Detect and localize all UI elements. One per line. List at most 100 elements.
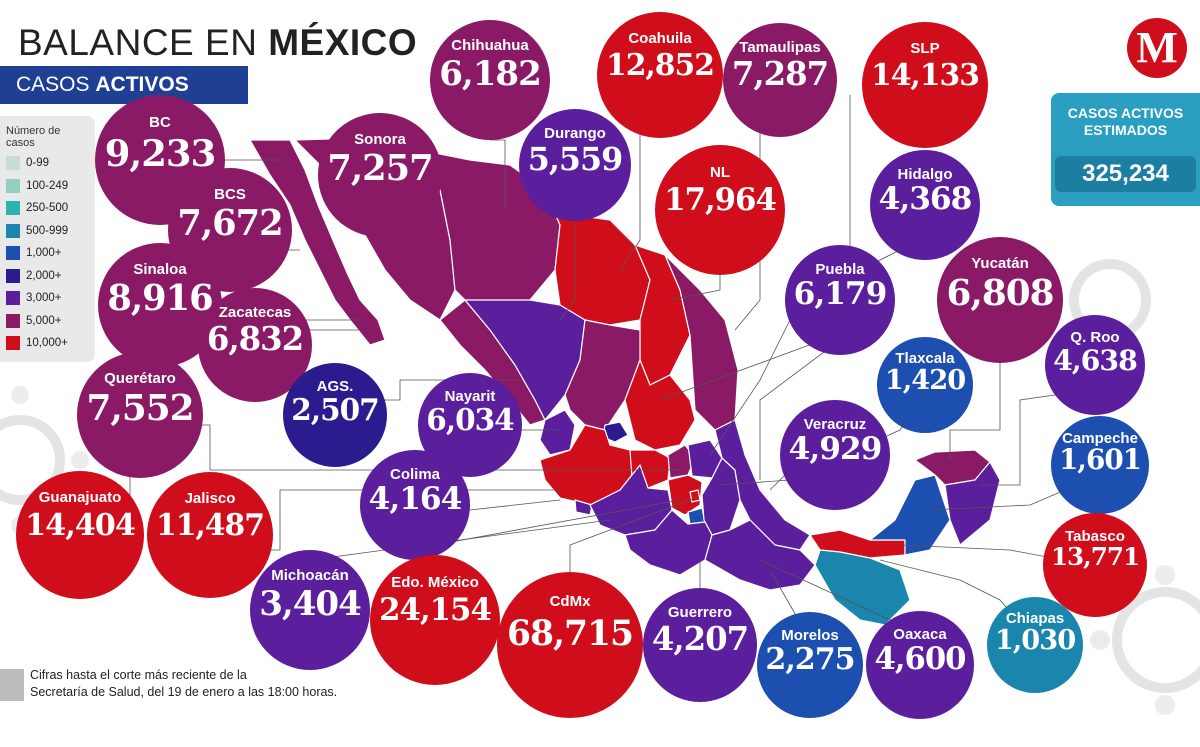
legend-item: 5,000+ (6, 313, 62, 328)
state-bubble: Yucatán 6,808 (937, 237, 1063, 363)
state-bubble: Querétaro 7,552 (77, 352, 203, 478)
state-name: Q. Roo (1070, 329, 1120, 346)
state-bubble: SLP 14,133 (862, 22, 988, 148)
legend-swatch (6, 336, 20, 350)
legend-swatch (6, 268, 20, 283)
state-bubble: Guanajuato 14,404 (16, 471, 144, 599)
state-value: 2,507 (291, 392, 379, 428)
state-value: 4,600 (874, 641, 967, 678)
legend-label: 0-99 (26, 157, 50, 169)
estimated-cases-label: CASOS ACTIVOS ESTIMADOS (1067, 105, 1184, 138)
state-name: NL (710, 163, 730, 181)
state-value: 4,207 (651, 620, 749, 659)
state-value: 6,182 (439, 54, 542, 95)
legend-title: Número de casos (6, 125, 61, 149)
state-bubble: Tabasco 13,771 (1043, 513, 1147, 617)
state-bubble: Michoacán 3,404 (250, 550, 370, 670)
state-value: 7,287 (731, 55, 829, 94)
state-name: Chihuahua (451, 37, 529, 54)
map-coahuila (544, 189, 651, 326)
state-bubble: Jalisco 11,487 (147, 472, 273, 598)
legend-item: 500-999 (6, 223, 69, 238)
state-value: 5,559 (527, 140, 624, 178)
map-slp (624, 359, 696, 451)
legend-label: 10,000+ (26, 337, 68, 349)
state-value: 1,420 (884, 363, 966, 396)
state-value: 12,852 (605, 48, 715, 84)
legend-label: 500-999 (26, 224, 69, 237)
state-value: 9,233 (104, 131, 217, 176)
legend-item: 1,000+ (6, 246, 62, 260)
state-value: 14,133 (870, 58, 980, 94)
state-bubble: Sonora 7,257 (318, 113, 442, 237)
state-name: Colima (389, 465, 440, 483)
footnote: Cifras hasta el corte más reciente de la… (30, 667, 350, 701)
state-value: 8,916 (107, 278, 213, 320)
legend-item: 100-249 (6, 178, 68, 193)
state-bubble: Chihuahua 6,182 (430, 20, 550, 140)
state-name: Tabasco (1065, 527, 1125, 545)
legend-item: 10,000+ (6, 336, 68, 350)
state-name: CdMx (549, 592, 591, 610)
state-name: AGS. (316, 377, 354, 395)
state-name: Nayarit (444, 387, 496, 405)
state-bubble: CdMx 68,715 (497, 572, 643, 718)
state-value: 24,154 (379, 592, 492, 629)
map-michoacan (589, 464, 673, 536)
legend-swatch (6, 246, 20, 260)
state-name: Michoacán (271, 567, 349, 584)
state-name: Oaxaca (893, 626, 947, 644)
footnote-marker (0, 669, 24, 701)
state-name: SLP (910, 39, 940, 57)
state-bubble: Tlaxcala 1,420 (877, 337, 973, 433)
legend-item: 0-99 (6, 156, 49, 170)
state-value: 7,672 (177, 203, 283, 245)
state-value: 2,275 (765, 641, 855, 677)
state-bubble: Colima 4,164 (360, 450, 470, 560)
state-name: Sinaloa (133, 260, 187, 278)
legend-label: 1,000+ (26, 247, 62, 259)
state-name: Yucatán (971, 254, 1029, 272)
state-name: Zacatecas (218, 304, 292, 322)
state-name: Tamaulipas (739, 39, 821, 57)
state-value: 6,179 (793, 276, 888, 313)
legend-label: 250-500 (26, 202, 69, 214)
state-value: 6,034 (426, 402, 514, 438)
state-name: BCS (214, 185, 246, 203)
state-bubble: Chiapas 1,030 (987, 597, 1083, 693)
state-bubble: Coahuila 12,852 (597, 12, 723, 138)
state-value: 4,929 (788, 431, 883, 468)
state-value: 4,368 (878, 181, 973, 218)
state-bubble: Durango 5,559 (519, 109, 631, 221)
state-name: Chiapas (1005, 610, 1065, 628)
state-bubble: Hidalgo 4,368 (870, 150, 980, 260)
state-name: Guanajuato (38, 489, 122, 507)
map-quintana-roo (944, 461, 1001, 546)
legend-swatch (6, 178, 20, 193)
legend: Número de casos 0-99 100-249 250-500 500-99… (0, 116, 95, 362)
state-name: Sonora (354, 130, 406, 148)
state-name: Edo. México (391, 573, 479, 591)
state-name: Guerrero (667, 604, 733, 622)
state-value: 68,715 (506, 614, 634, 655)
state-value: 13,771 (1050, 542, 1140, 572)
state-bubble: Morelos 2,275 (757, 612, 863, 718)
estimated-cases-box: CASOS ACTIVOS ESTIMADOS 325,234 (1051, 93, 1200, 206)
map-cdmx (689, 489, 701, 503)
page-title: BALANCE EN MÉXICO (18, 22, 418, 63)
legend-swatch (6, 223, 20, 238)
estimated-cases-value: 325,234 (1055, 156, 1196, 192)
state-name: Tlaxcala (895, 350, 955, 368)
state-name: BC (149, 113, 171, 131)
state-value: 6,832 (206, 320, 304, 359)
state-bubble: Campeche 1,601 (1051, 416, 1149, 514)
state-bubble: NL 17,964 (655, 145, 785, 275)
state-value: 7,257 (327, 148, 433, 190)
map-colima (574, 499, 593, 516)
state-value: 1,601 (1058, 443, 1142, 477)
state-bubble: Oaxaca 4,600 (866, 611, 974, 719)
state-bubble: AGS. 2,507 (283, 363, 387, 467)
page-subtitle: CASOS ACTIVOS (0, 66, 248, 104)
state-name: Jalisco (184, 489, 236, 507)
legend-label: 2,000+ (26, 269, 62, 282)
